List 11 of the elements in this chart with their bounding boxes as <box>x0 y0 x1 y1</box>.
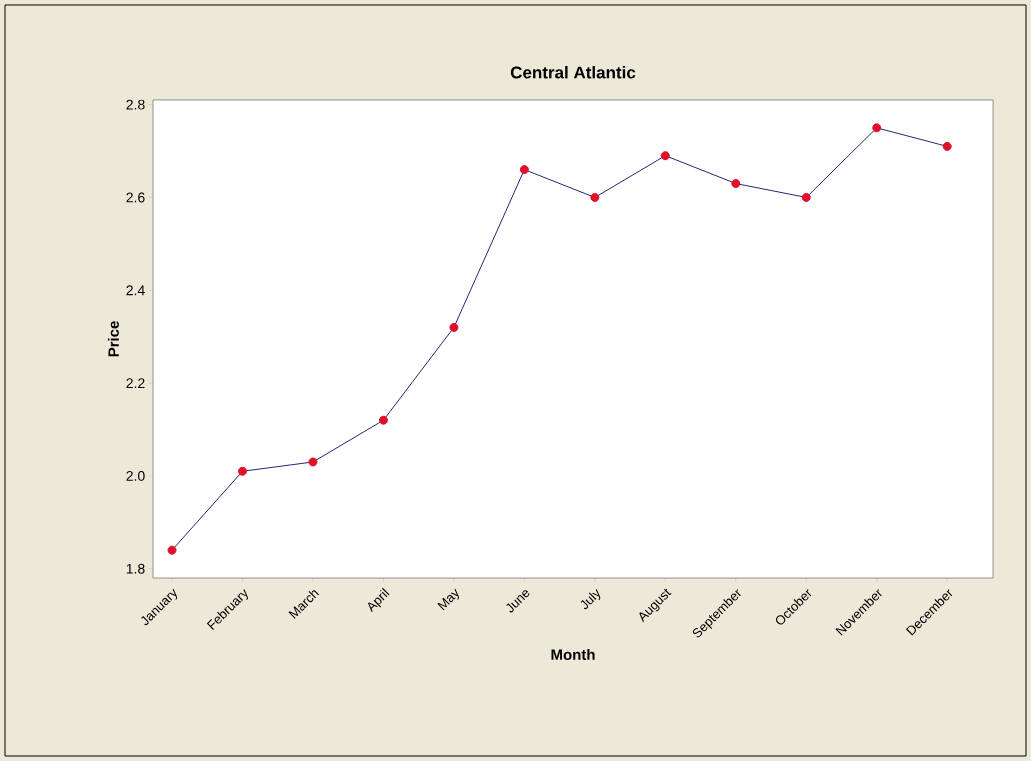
y-tick-label: 2.6 <box>126 192 145 203</box>
y-tick-label: 2.8 <box>126 99 145 110</box>
y-axis-title: Price <box>107 321 119 357</box>
x-tick-label: May <box>437 588 459 611</box>
y-tick-label: 2.4 <box>126 285 145 296</box>
x-axis-title: Month <box>551 648 595 660</box>
x-tick-label: July <box>580 589 601 610</box>
y-tick-label: 1.8 <box>126 563 145 574</box>
y-tick-label: 2.2 <box>126 378 145 388</box>
y-tick-label: 2.0 <box>126 470 145 481</box>
chart-title: Central Atlantic <box>510 66 636 79</box>
